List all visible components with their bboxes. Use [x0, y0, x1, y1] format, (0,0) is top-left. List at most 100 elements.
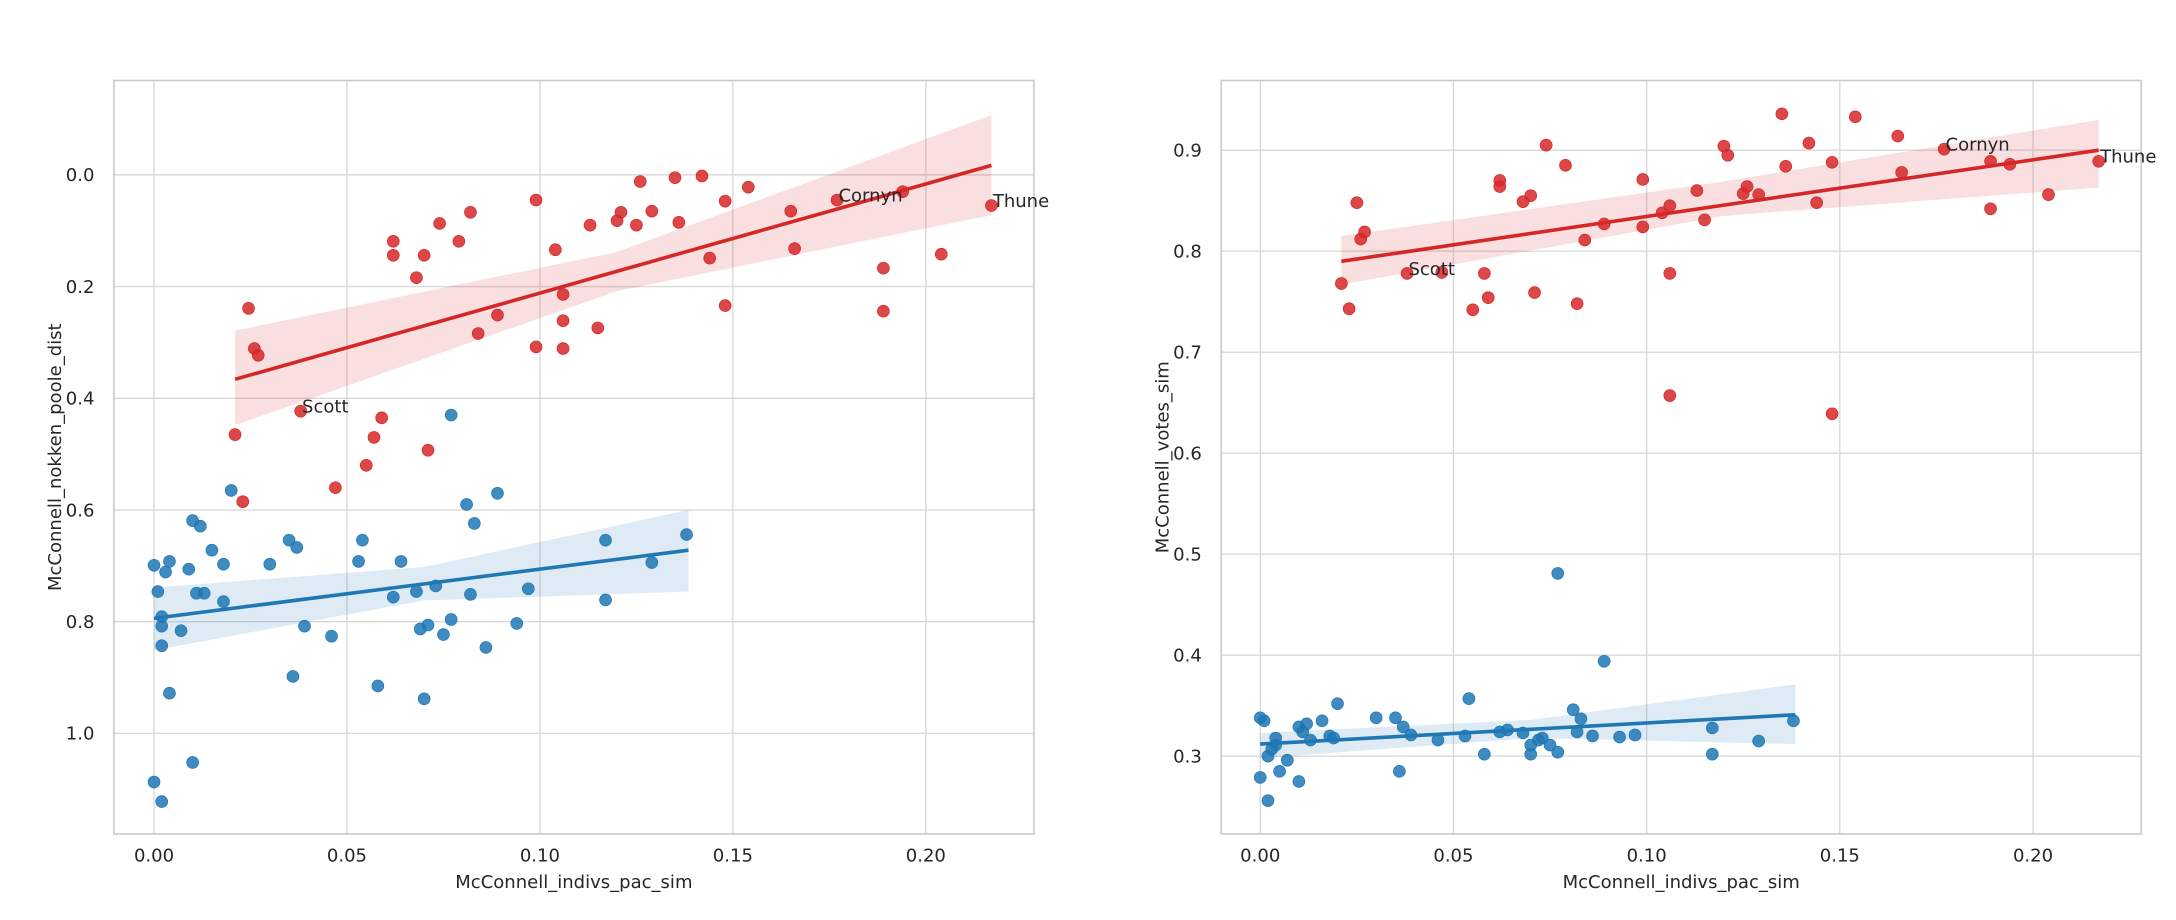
data-point	[410, 585, 423, 598]
data-point	[452, 235, 466, 248]
data-point	[437, 628, 450, 641]
data-point	[2042, 188, 2055, 201]
data-point	[224, 484, 238, 497]
data-point	[151, 585, 165, 598]
data-point	[147, 775, 161, 789]
data-point	[599, 593, 612, 607]
x-axis-label: McConnell_indivs_pac_sim	[455, 872, 692, 893]
data-point	[1358, 225, 1371, 239]
data-point	[242, 302, 255, 315]
data-point	[294, 404, 307, 418]
data-point	[599, 533, 612, 547]
data-point	[186, 756, 199, 769]
data-point	[371, 679, 385, 693]
data-point	[510, 617, 524, 630]
annotation: Scott	[302, 397, 349, 418]
data-point	[1586, 729, 1599, 743]
data-point	[1740, 180, 1754, 193]
data-point	[1848, 110, 1862, 124]
data-point	[155, 639, 169, 653]
data-point	[217, 557, 230, 571]
data-point	[1327, 731, 1340, 745]
confidence-band	[1260, 684, 1796, 759]
data-point	[1802, 136, 1816, 150]
data-point	[934, 247, 948, 261]
y-tick-label: 0.8	[66, 612, 95, 633]
data-point	[1400, 267, 1414, 280]
data-point	[830, 193, 844, 207]
data-point	[1937, 142, 1951, 156]
x-tick-label: 0.00	[1240, 846, 1280, 867]
data-point	[1891, 129, 1905, 143]
data-point	[1895, 166, 1908, 179]
data-point	[1698, 213, 1711, 227]
data-point	[1350, 196, 1364, 210]
data-point	[471, 327, 485, 340]
y-tick-label: 0.4	[66, 389, 95, 410]
data-point	[421, 618, 435, 632]
data-point	[1524, 189, 1538, 202]
data-point	[741, 180, 755, 194]
data-point	[614, 205, 628, 219]
data-point	[197, 586, 211, 600]
data-point	[174, 624, 188, 637]
data-point	[298, 619, 311, 633]
y-tick-label: 0.8	[1173, 241, 1202, 262]
data-point	[788, 242, 801, 255]
data-point	[155, 795, 169, 808]
data-point	[1570, 297, 1584, 311]
annotation: Scott	[1408, 259, 1455, 280]
data-point	[356, 533, 369, 547]
data-point	[251, 348, 265, 362]
data-point	[375, 411, 389, 425]
data-point	[1551, 567, 1565, 580]
data-point	[1478, 267, 1491, 280]
confidence-band	[1341, 119, 2099, 285]
data-point	[217, 595, 230, 608]
data-point	[1597, 654, 1611, 668]
data-point	[1559, 159, 1572, 172]
data-point	[1528, 286, 1541, 299]
data-point	[182, 562, 196, 576]
x-tick-label: 0.15	[1820, 846, 1860, 867]
data-point	[1628, 728, 1642, 742]
data-point	[468, 517, 481, 530]
data-point	[352, 555, 365, 568]
data-point	[194, 519, 207, 533]
y-tick-label: 0.4	[1173, 645, 1202, 666]
data-point	[680, 528, 693, 541]
data-point	[529, 340, 543, 354]
data-point	[286, 670, 300, 683]
data-point	[645, 556, 659, 569]
data-point	[163, 686, 176, 700]
y-tick-label: 0.5	[1173, 544, 1202, 565]
x-axis-label: McConnell_indivs_pac_sim	[1563, 872, 1800, 893]
data-point	[421, 443, 435, 457]
data-point	[591, 321, 605, 335]
data-point	[877, 304, 890, 318]
data-point	[155, 619, 169, 633]
x-tick-label: 0.00	[134, 846, 174, 867]
data-point	[1478, 747, 1491, 761]
x-tick-label: 0.05	[1433, 846, 1473, 867]
data-point	[367, 431, 381, 444]
y-tick-label: 1.0	[66, 724, 95, 745]
data-point	[985, 199, 998, 212]
axes: 0.00 0.05 0.10 0.15 0.20 0.0 0.2 0.4 0.6 0.8 1.0 Mc…	[45, 79, 1049, 893]
axes: 0.00 0.05 0.10 0.15 0.20 0.3 0.4 0.5 0.6 0.7 0.8 0.…	[1152, 79, 2156, 893]
data-point	[1300, 717, 1313, 731]
data-point	[1663, 199, 1677, 213]
data-point	[1273, 765, 1286, 778]
data-point	[2092, 154, 2106, 168]
data-point	[1393, 765, 1406, 778]
data-point	[1292, 775, 1306, 788]
data-point	[1636, 220, 1650, 234]
data-point	[1706, 721, 1719, 735]
data-point	[549, 243, 562, 257]
data-point	[147, 558, 161, 572]
data-point	[228, 428, 242, 441]
y-tick-label: 0.6	[66, 500, 95, 521]
data-point	[1775, 107, 1789, 121]
data-point	[386, 590, 400, 604]
